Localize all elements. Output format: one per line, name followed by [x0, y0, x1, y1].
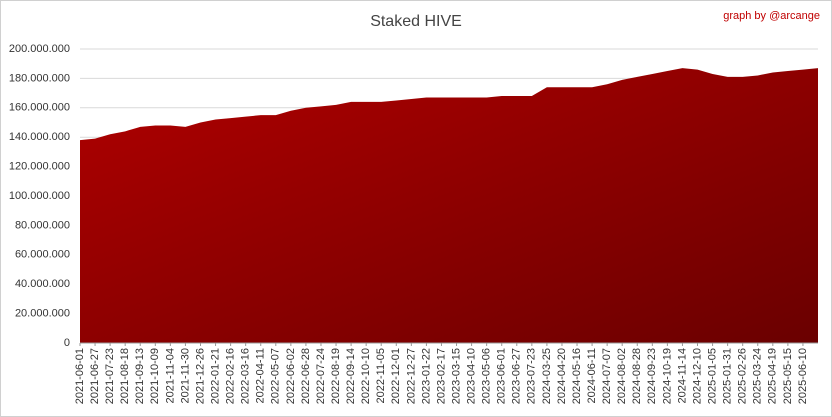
y-tick-label: 200.000.000	[9, 43, 70, 55]
x-tick-label: 2022-04-11	[255, 348, 267, 403]
credit: graph by @arcange	[723, 10, 820, 22]
x-tick-label: 2021-08-18	[119, 348, 131, 404]
x-tick-label: 2021-12-26	[194, 348, 206, 404]
x-tick-label: 2023-02-17	[435, 348, 447, 404]
x-tick-label: 2025-03-24	[752, 348, 764, 404]
x-tick-label: 2021-09-13	[134, 348, 146, 404]
y-tick-label: 160.000.000	[9, 102, 70, 114]
y-tick-label: 180.000.000	[9, 72, 70, 84]
x-tick-label: 2024-08-02	[616, 348, 628, 404]
x-tick-label: 2024-11-14	[676, 348, 688, 403]
x-tick-label: 2024-05-16	[571, 348, 583, 404]
x-tick-label: 2023-06-27	[511, 348, 523, 404]
chart-title: Staked HIVE	[370, 13, 462, 30]
x-tick-label: 2021-11-04	[164, 348, 176, 403]
x-tick-label: 2023-03-15	[450, 348, 462, 404]
x-tick-label: 2023-07-23	[526, 348, 538, 404]
x-tick-label: 2021-06-27	[89, 348, 101, 404]
x-tick-label: 2025-04-19	[767, 348, 779, 404]
x-tick-label: 2022-06-02	[285, 348, 297, 404]
x-tick-label: 2023-01-22	[420, 348, 432, 404]
y-tick-label: 40.000.000	[15, 278, 70, 290]
x-tick-label: 2024-06-11	[586, 348, 598, 403]
x-tick-label: 2022-07-24	[315, 348, 327, 404]
x-tick-label: 2022-08-19	[330, 348, 342, 404]
x-tick-label: 2023-04-10	[465, 348, 477, 404]
x-tick-label: 2022-12-01	[390, 348, 402, 404]
x-tick-label: 2022-06-28	[300, 348, 312, 404]
x-tick-label: 2024-07-07	[601, 348, 613, 404]
x-tick-label: 2022-02-16	[225, 348, 237, 404]
x-tick-label: 2025-01-05	[706, 348, 718, 404]
x-tick-label: 2022-01-21	[209, 348, 221, 404]
x-tick-label: 2021-07-23	[104, 348, 116, 404]
x-tick-label: 2022-12-27	[405, 348, 417, 404]
x-tick-label: 2022-11-05	[375, 348, 387, 403]
y-tick-label: 0	[64, 337, 70, 349]
x-tick-label: 2024-03-25	[541, 348, 553, 404]
x-tick-label: 2024-12-10	[691, 348, 703, 404]
x-tick-label: 2024-09-23	[646, 348, 658, 404]
x-tick-label: 2022-10-10	[360, 348, 372, 404]
x-tick-label: 2023-06-01	[496, 348, 508, 404]
y-tick-label: 80.000.000	[15, 219, 70, 231]
area	[80, 68, 818, 344]
y-tick-label: 60.000.000	[15, 249, 70, 261]
y-tick-label: 140.000.000	[9, 131, 70, 143]
x-tick-label: 2022-09-14	[345, 348, 357, 404]
x-tick-label: 2025-01-31	[722, 348, 734, 404]
x-tick-label: 2025-06-10	[797, 348, 809, 404]
y-tick-label: 120.000.000	[9, 161, 70, 173]
x-tick-label: 2025-05-15	[782, 348, 794, 404]
x-tick-label: 2023-05-06	[481, 348, 493, 404]
y-tick-label: 20.000.000	[15, 308, 70, 320]
x-tick-label: 2021-11-30	[179, 348, 191, 403]
x-tick-label: 2022-05-07	[270, 348, 282, 404]
x-tick-label: 2021-10-09	[149, 348, 161, 404]
x-tick-label: 2024-08-28	[631, 348, 643, 404]
x-tick-label: 2025-02-26	[737, 348, 749, 404]
x-tick-label: 2024-04-20	[556, 348, 568, 404]
y-tick-label: 100.000.000	[9, 190, 70, 202]
x-tick-label: 2022-03-16	[240, 348, 252, 404]
x-tick-label: 2024-10-19	[661, 348, 673, 404]
x-tick-label: 2021-06-01	[74, 348, 86, 404]
